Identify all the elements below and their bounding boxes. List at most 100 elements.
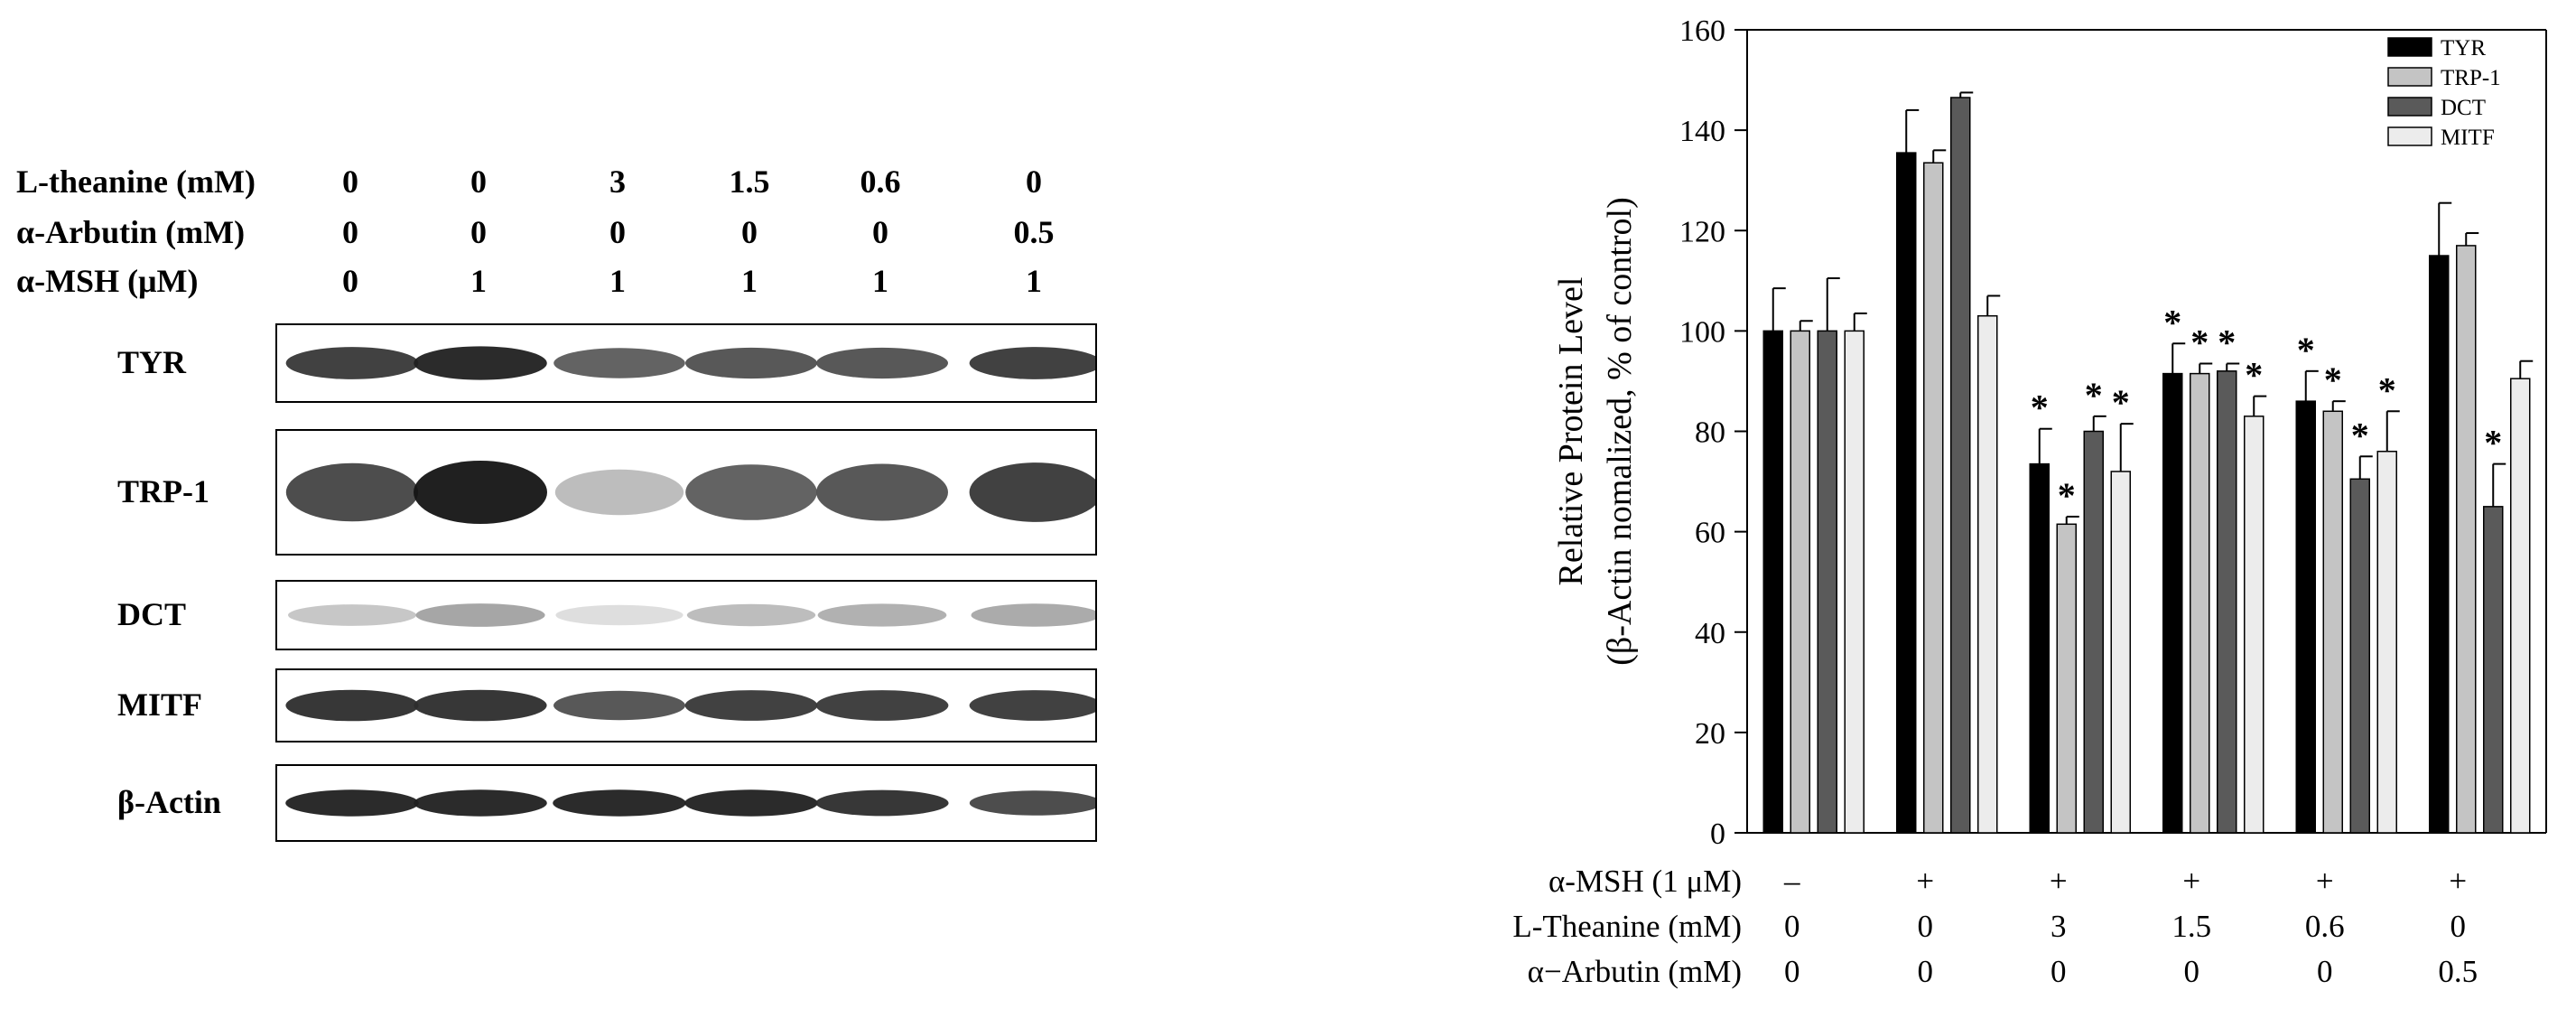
treatment-value: 0 <box>872 214 888 250</box>
significance-mark: * <box>2163 302 2181 342</box>
blot-band <box>414 789 547 817</box>
blot-band <box>414 689 547 722</box>
condition-value: 0 <box>2051 954 2067 989</box>
western-blot-panel: L-theanine (mM) 0 0 3 1.5 0.6 0 α-Arbutin (mM) 0… <box>0 0 1138 1013</box>
blot-band <box>414 461 547 524</box>
treatment-value: 0 <box>342 214 358 250</box>
blot-band <box>684 690 818 721</box>
bar <box>2056 523 2077 834</box>
y-tick-label: 120 <box>1679 215 1725 248</box>
condition-row-label: α-MSH (1 μM) <box>1548 864 1742 899</box>
y-tick-label: 100 <box>1679 315 1725 349</box>
condition-value: 0 <box>1918 954 1934 989</box>
blot-band <box>816 463 948 521</box>
bar <box>2483 506 2504 834</box>
bar <box>2510 378 2531 834</box>
condition-value: + <box>1916 864 1934 899</box>
significance-mark: * <box>2031 388 2049 428</box>
treatment-row-label: α-MSH (μM) <box>16 263 199 299</box>
legend-swatch <box>2387 97 2432 117</box>
legend-swatch <box>2387 37 2432 57</box>
bar <box>2295 400 2316 834</box>
blot-strip <box>275 668 1097 742</box>
significance-mark: * <box>2085 375 2103 416</box>
condition-value: 1.5 <box>2171 909 2211 944</box>
significance-mark: * <box>2297 330 2315 370</box>
bar-chart-panel: 0 20 40 60 80 100 120 140 160 Relative Protein Le… <box>1445 0 2576 1013</box>
blot-strip <box>275 323 1097 403</box>
bar <box>2349 478 2370 834</box>
blot-band <box>285 789 419 817</box>
condition-row-label: α−Arbutin (mM) <box>1528 954 1742 989</box>
treatment-value: 0.5 <box>1013 214 1055 250</box>
blot-band <box>285 462 419 522</box>
y-tick-label: 40 <box>1695 617 1725 650</box>
y-axis-label-line1: Relative Protein Level <box>1552 277 1590 586</box>
treatment-value: 0.6 <box>860 163 901 200</box>
y-tick-label: 20 <box>1695 717 1725 751</box>
condition-value: 0 <box>1784 909 1800 944</box>
bar <box>2083 430 2104 834</box>
y-tick-label: 0 <box>1710 817 1725 851</box>
legend-swatch <box>2387 126 2432 146</box>
protein-label: TYR <box>117 344 187 380</box>
bar <box>1817 330 1837 834</box>
condition-value: 0 <box>2184 954 2200 989</box>
blot-strip <box>275 764 1097 842</box>
blot-strip <box>275 580 1097 650</box>
blot-band <box>685 464 817 520</box>
y-tick-label: 140 <box>1679 115 1725 148</box>
treatment-row-label: α-Arbutin (mM) <box>16 214 246 250</box>
blot-band <box>553 789 686 817</box>
treatment-value: 3 <box>609 163 626 200</box>
bar <box>1762 330 1783 834</box>
condition-value: + <box>2316 864 2334 899</box>
bar <box>1790 330 1810 834</box>
bar <box>1844 330 1865 834</box>
condition-value: 0 <box>2317 954 2333 989</box>
condition-row-label: L-Theanine (mM) <box>1512 909 1742 944</box>
blot-band <box>555 604 684 626</box>
blot-band <box>969 790 1095 816</box>
significance-mark: * <box>2112 382 2130 423</box>
blot-band <box>554 469 684 516</box>
protein-label: TRP-1 <box>117 473 209 509</box>
protein-label: DCT <box>117 596 187 632</box>
condition-value: – <box>1783 864 1800 899</box>
condition-value: 0.6 <box>2305 909 2345 944</box>
bar <box>1896 152 1917 834</box>
blot-band <box>288 604 416 626</box>
significance-mark: * <box>2058 475 2076 516</box>
bar <box>2376 450 2397 834</box>
blot-band <box>969 690 1095 721</box>
blot-band <box>553 690 685 721</box>
blot-band <box>817 603 947 627</box>
y-tick-label: 80 <box>1695 416 1725 450</box>
significance-mark: * <box>2378 369 2396 410</box>
treatment-value: 0 <box>741 214 758 250</box>
blot-band <box>414 346 547 380</box>
legend-label: MITF <box>2441 126 2495 150</box>
treatment-value: 0 <box>1026 163 1042 200</box>
bar <box>2190 372 2210 834</box>
legend-label: DCT <box>2441 96 2486 120</box>
y-axis-label-line2: (β-Actin nomalized, % of control) <box>1601 197 1639 665</box>
bar-chart: 0 20 40 60 80 100 120 140 160 Relative Protein Le… <box>1512 14 2547 989</box>
treatment-row-label: L-theanine (mM) <box>16 163 256 200</box>
y-tick-label: 160 <box>1679 14 1725 48</box>
treatment-value: 1 <box>872 263 888 299</box>
condition-value: 3 <box>2051 909 2067 944</box>
bar <box>2456 245 2477 834</box>
y-tick-label: 60 <box>1695 517 1725 550</box>
significance-mark: * <box>2245 355 2263 396</box>
blot-band <box>415 603 545 627</box>
significance-mark: * <box>2190 322 2209 362</box>
bar <box>1923 162 1944 834</box>
treatment-value: 1 <box>1026 263 1042 299</box>
legend-label: TYR <box>2441 36 2486 61</box>
bar <box>2322 410 2343 834</box>
condition-value: 0 <box>1784 954 1800 989</box>
blot-band <box>816 347 948 379</box>
legend-swatch <box>2387 67 2432 87</box>
treatment-value: 1 <box>470 263 487 299</box>
